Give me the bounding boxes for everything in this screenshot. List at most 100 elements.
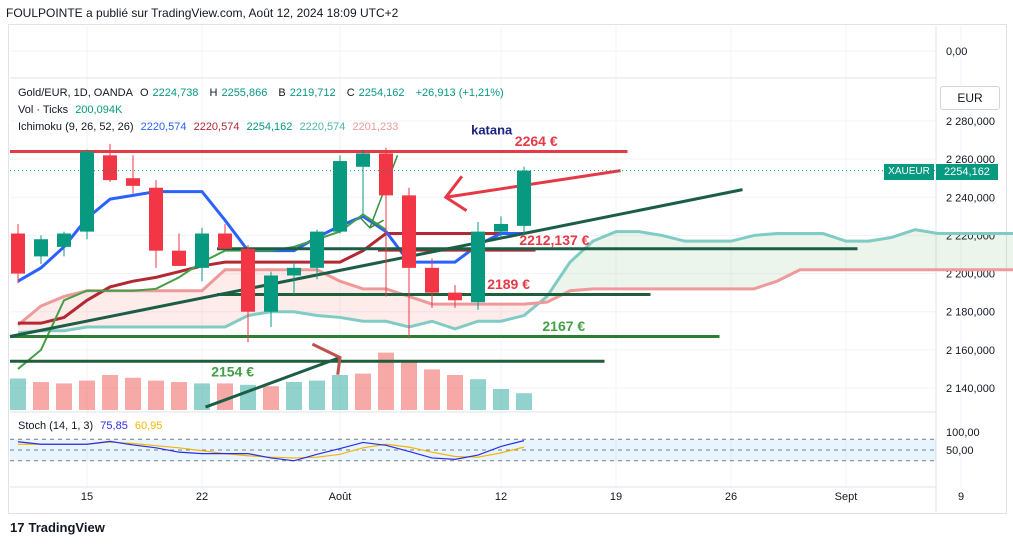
- candle-body[interactable]: [425, 267, 439, 293]
- ichimoku-cloud-segment: [340, 281, 363, 322]
- volume-bar: [309, 380, 325, 410]
- level-label: 2212,137 €: [519, 232, 589, 248]
- candle-body[interactable]: [264, 275, 278, 312]
- volume-bar: [194, 383, 210, 410]
- ichimoku-cloud-segment: [731, 235, 754, 289]
- candle-body[interactable]: [494, 223, 508, 232]
- candle-body[interactable]: [310, 231, 324, 268]
- ichimoku-chikou-value: 2254,162: [246, 121, 293, 133]
- candle-body[interactable]: [11, 233, 25, 274]
- volume-bar: [102, 375, 118, 410]
- candle-body[interactable]: [356, 153, 370, 167]
- ichimoku-cloud-segment: [202, 269, 225, 327]
- time-tick-label: Août: [329, 491, 352, 503]
- candle-body[interactable]: [172, 250, 186, 266]
- price-tick-label: 2 240,000: [946, 192, 995, 204]
- time-tick-label: Sept: [835, 491, 858, 503]
- candle-body[interactable]: [333, 161, 347, 232]
- currency-selector[interactable]: EUR: [940, 86, 1000, 110]
- volume-bar: [217, 383, 233, 410]
- ichimoku-cloud-segment: [754, 233, 777, 289]
- time-tick-label: 9: [958, 491, 964, 503]
- publish-header: FOULPOINTE a publié sur TradingView.com,…: [6, 6, 399, 20]
- ichimoku-cloud-segment: [938, 233, 961, 270]
- candle-body[interactable]: [287, 267, 301, 276]
- volume-bar: [79, 380, 95, 410]
- candle-body[interactable]: [126, 178, 140, 186]
- legend-stoch: Stoch (14, 1, 3) 75,85 60,95: [18, 420, 166, 432]
- volume-bar: [447, 375, 463, 410]
- candle-body[interactable]: [471, 231, 485, 303]
- legend-b-label: B: [278, 87, 286, 99]
- price-tick-label: 2 140,000: [946, 383, 995, 395]
- ichimoku-cloud-segment: [570, 241, 593, 291]
- candle-body[interactable]: [57, 233, 71, 247]
- katana-annotation: katana: [471, 123, 513, 138]
- ichimoku-cloud-segment: [386, 288, 409, 327]
- footer-brand[interactable]: 17 TradingView: [10, 520, 105, 535]
- ichimoku-cloud-segment: [110, 290, 133, 327]
- trendline[interactable]: [9, 188, 743, 338]
- level-label: 2264 €: [515, 133, 558, 149]
- candle-body[interactable]: [241, 248, 255, 312]
- candle-body[interactable]: [195, 233, 209, 268]
- ichimoku-cloud-segment: [593, 231, 616, 289]
- legend-ichimoku: Ichimoku (9, 26, 52, 26) 2220,574 2220,5…: [18, 121, 402, 133]
- legend-low: 2219,712: [289, 87, 336, 99]
- candle-body[interactable]: [379, 153, 393, 196]
- symbol-price-tag: XAUEUR: [884, 164, 934, 180]
- stoch-d-value: 60,95: [134, 420, 163, 432]
- level-label: 2189 €: [487, 276, 530, 292]
- candle-body[interactable]: [80, 151, 94, 232]
- volume-bar: [332, 375, 348, 410]
- candle-body[interactable]: [402, 195, 416, 268]
- ichimoku-cloud-segment: [616, 231, 639, 289]
- ichimoku-cloud-segment: [892, 229, 915, 270]
- drawn-arrow[interactable]: [445, 169, 621, 199]
- candle-body[interactable]: [103, 155, 117, 181]
- time-tick-label: 22: [196, 491, 208, 503]
- ichimoku-cloud-segment: [179, 290, 202, 327]
- candle-body[interactable]: [34, 239, 48, 257]
- volume-bar: [424, 369, 440, 410]
- drawn-arrow-head: [443, 175, 468, 212]
- volume-bar: [286, 382, 302, 410]
- candle-body[interactable]: [448, 292, 462, 301]
- stoch-tick-label: 50,00: [946, 445, 974, 457]
- legend-ohlc: Gold/EUR, 1D, OANDA O 2224,738 H 2255,866 …: [18, 87, 508, 99]
- top-tick-label: 0,00: [946, 46, 967, 58]
- legend-open: 2224,738: [152, 87, 199, 99]
- price-tick-label: 2 180,000: [946, 307, 995, 319]
- stoch-label: Stoch (14, 1, 3): [18, 420, 94, 432]
- ichimoku-cloud-segment: [409, 296, 432, 327]
- ichimoku-cloud-segment: [708, 241, 731, 289]
- legend-close: 2254,162: [358, 87, 405, 99]
- time-tick-label: 12: [495, 491, 507, 503]
- volume-bar: [56, 383, 72, 410]
- ichimoku-span-b-line: [17, 268, 1013, 327]
- candle-body[interactable]: [149, 187, 163, 251]
- candle-body[interactable]: [517, 170, 531, 226]
- volume-label: Vol · Ticks: [18, 104, 69, 116]
- legend-h-label: H: [209, 87, 218, 99]
- volume-bar: [378, 352, 394, 410]
- volume-bar: [148, 380, 164, 410]
- trendline[interactable]: [204, 356, 341, 409]
- level-label: 2167 €: [542, 318, 585, 334]
- volume-bar: [401, 362, 417, 410]
- legend-volume: Vol · Ticks 200,094K: [18, 104, 126, 116]
- candle-body[interactable]: [218, 233, 232, 249]
- ichimoku-cloud-segment: [984, 233, 1007, 270]
- time-tick-label: 15: [81, 491, 93, 503]
- volume-bar: [516, 393, 532, 410]
- ichimoku-cloud-segment: [961, 233, 984, 270]
- ichimoku-span-a-value: 2220,574: [299, 121, 346, 133]
- ichimoku-cloud-segment: [363, 288, 386, 322]
- last-price-tag: 2254,162: [936, 164, 998, 180]
- price-tick-label: 2 200,000: [946, 269, 995, 281]
- ichimoku-cloud-segment: [846, 241, 869, 270]
- price-tick-label: 2 160,000: [946, 345, 995, 357]
- ichimoku-cloud-segment: [685, 241, 708, 289]
- legend-symbol: Gold/EUR, 1D, OANDA: [18, 87, 133, 99]
